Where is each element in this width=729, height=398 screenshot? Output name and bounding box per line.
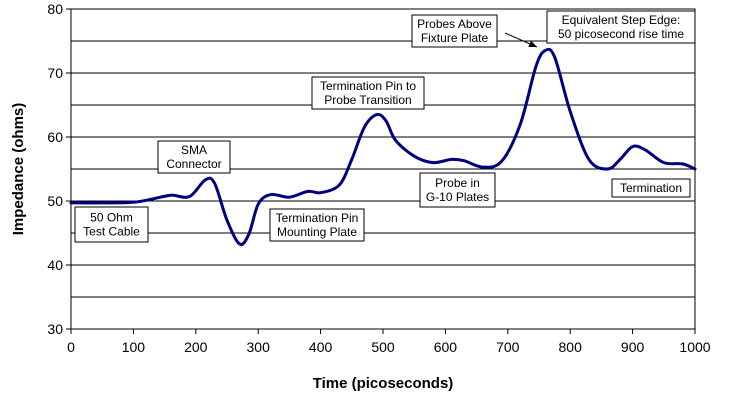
annotation-text: Connector — [166, 157, 221, 171]
y-tick-label: 30 — [47, 321, 63, 337]
annotation-text: G-10 Plates — [426, 190, 489, 204]
annotation-text: 50 Ohm — [90, 211, 133, 225]
annotation-text: Termination Pin — [276, 211, 359, 225]
annotation-text: Termination — [620, 181, 682, 195]
x-tick-label: 500 — [371, 339, 395, 355]
annotation-text: Equivalent Step Edge: — [562, 13, 681, 27]
annotation-text: Probe Transition — [324, 93, 411, 107]
x-tick-label: 300 — [247, 339, 271, 355]
x-tick-label: 1000 — [679, 339, 710, 355]
x-tick-label: 400 — [309, 339, 333, 355]
y-tick-label: 40 — [47, 257, 63, 273]
y-tick-label: 70 — [47, 65, 63, 81]
annotation-text: 50 picosecond rise time — [558, 27, 684, 41]
annotation-box — [311, 76, 425, 110]
annotation-box — [411, 14, 498, 48]
series-layer — [69, 47, 697, 246]
annotation-probe-g10: Probe inG-10 Plates — [419, 172, 496, 208]
arrow-head — [528, 40, 537, 47]
annotation-box — [157, 140, 231, 174]
annotation-text: Probes Above — [417, 17, 492, 31]
annotation-text: SMA — [181, 143, 207, 157]
y-tick-label: 50 — [47, 193, 63, 209]
y-axis-title: Impedance (ohms) — [10, 103, 27, 236]
annotation-box — [611, 178, 691, 198]
annotation-equivalent-step-edge: Equivalent Step Edge:50 picosecond rise … — [546, 10, 696, 44]
annotation-text: Mounting Plate — [277, 225, 357, 239]
x-tick-label: 900 — [621, 339, 645, 355]
annotation-box — [419, 172, 496, 208]
annotation-box — [546, 10, 696, 44]
impedance-series-line — [69, 47, 697, 246]
annotation-text: Probe in — [435, 176, 480, 190]
x-tick-label: 0 — [67, 339, 75, 355]
x-axis-title: Time (picoseconds) — [313, 375, 454, 392]
x-tick-label: 700 — [496, 339, 520, 355]
x-tick-label: 100 — [122, 339, 146, 355]
axis-ticks: 0 100 200 300 400 500 600 700 800 900 1000 30 40 50 60… — [47, 1, 710, 355]
x-tick-label: 200 — [184, 339, 208, 355]
annotation-text: Fixture Plate — [421, 31, 489, 45]
y-tick-label: 80 — [47, 1, 63, 17]
annotation-text: Test Cable — [83, 225, 140, 239]
annotation-termination: Termination — [611, 178, 691, 198]
annotation-text: Termination Pin to — [320, 79, 416, 93]
x-tick-label: 800 — [559, 339, 583, 355]
annotation-box — [74, 206, 149, 243]
annotation-box — [269, 208, 365, 242]
annotation-arrow — [504, 32, 538, 48]
x-tick-label: 600 — [434, 339, 458, 355]
y-tick-label: 60 — [47, 129, 63, 145]
